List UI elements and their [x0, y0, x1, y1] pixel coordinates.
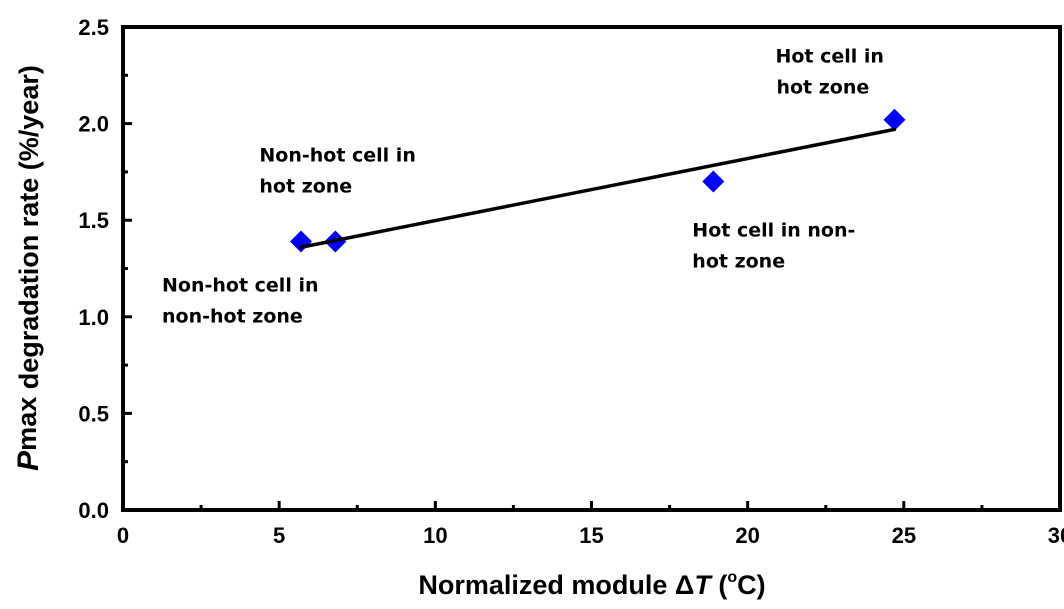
annotation-text: hot zone: [692, 251, 785, 273]
annotation-text: hot zone: [776, 77, 869, 99]
axes: [121, 25, 1062, 512]
y-tick-label: 1.0: [78, 305, 109, 330]
data-point-diamond: [290, 230, 313, 253]
x-tick-label: 5: [273, 523, 285, 548]
y-tick-label: 1.5: [78, 208, 109, 233]
fit-line: [299, 127, 897, 249]
y-tick-label: 0.5: [78, 401, 109, 426]
y-tick-label: 2.0: [78, 112, 109, 137]
annotation-text: hot zone: [259, 175, 352, 197]
data-point-diamond: [702, 170, 725, 193]
x-tick-label: 0: [117, 523, 129, 548]
x-axis-title: Normalized module ΔT (oC): [418, 569, 765, 600]
annotations: Non-hot cell in hot zone Non-hot cell in no…: [162, 46, 884, 328]
x-tick-label: 25: [892, 523, 916, 548]
x-tick-label: 20: [735, 523, 759, 548]
data-points: [290, 108, 906, 253]
ticks: 0 5 10 15 20 25 30 0.0 0.5 1.0 1.5 2.0 2.5: [78, 15, 1064, 548]
annotation-text: Non-hot cell in: [162, 274, 318, 296]
annotation-text: non-hot zone: [162, 305, 303, 327]
x-tick-label: 15: [579, 523, 603, 548]
y-axis-title: Pmax degradation rate (%/year): [12, 65, 45, 471]
fit-line-group: [299, 127, 897, 249]
annotation-text: Hot cell in: [775, 46, 883, 68]
plot-frame: [121, 25, 1062, 512]
annotation-text: Hot cell in non-: [692, 220, 855, 242]
data-point-diamond: [883, 108, 906, 131]
y-tick-label: 0.0: [78, 498, 109, 523]
x-tick-label: 10: [423, 523, 447, 548]
annotation-text: Non-hot cell in: [259, 144, 415, 166]
y-tick-label: 2.5: [78, 15, 109, 40]
x-tick-label: 30: [1048, 523, 1064, 548]
